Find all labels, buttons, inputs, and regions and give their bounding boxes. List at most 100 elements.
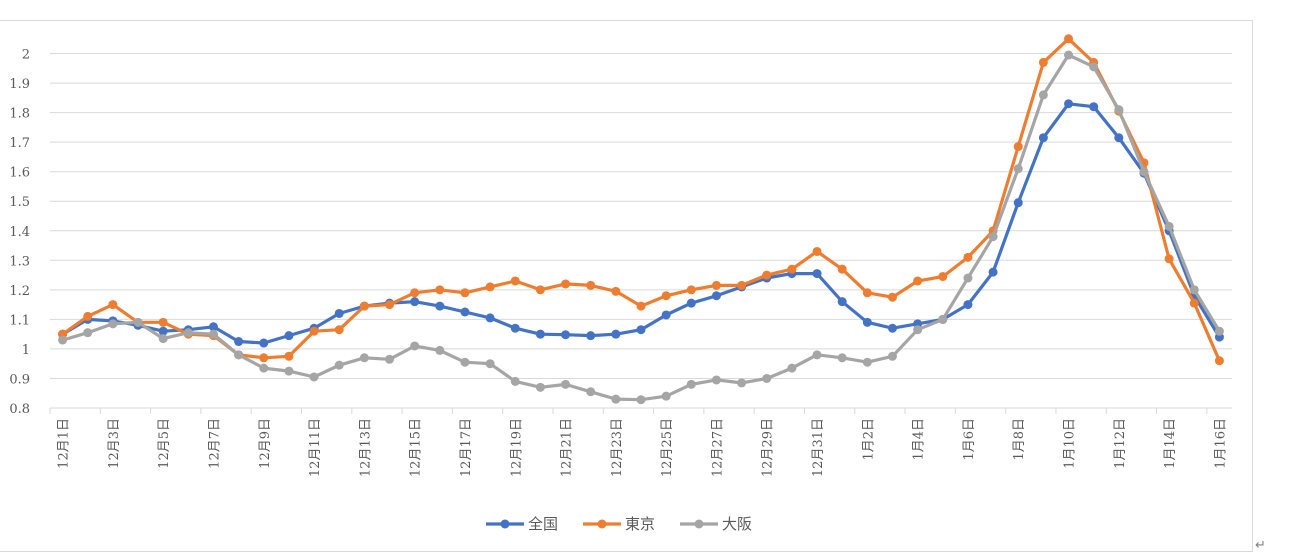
legend-item: 全国 bbox=[486, 515, 558, 533]
data-point bbox=[334, 360, 344, 370]
data-point bbox=[988, 232, 998, 242]
data-point bbox=[284, 351, 294, 361]
data-point bbox=[259, 338, 269, 348]
data-point bbox=[661, 391, 671, 401]
data-point bbox=[535, 285, 545, 295]
data-point bbox=[1013, 164, 1023, 174]
data-point bbox=[1164, 254, 1174, 264]
data-point bbox=[711, 375, 721, 385]
data-point bbox=[359, 353, 369, 363]
data-point bbox=[762, 270, 772, 280]
data-point bbox=[435, 345, 445, 355]
data-point bbox=[208, 329, 218, 339]
legend-label: 全国 bbox=[528, 515, 558, 533]
data-point bbox=[208, 322, 218, 332]
series-line bbox=[60, 53, 1222, 402]
data-point bbox=[510, 276, 520, 286]
data-point bbox=[1038, 90, 1048, 100]
data-point bbox=[837, 297, 847, 307]
data-point bbox=[661, 291, 671, 301]
y-tick-label: 1.3 bbox=[9, 254, 30, 269]
data-point bbox=[460, 307, 470, 317]
y-tick-label: 1.6 bbox=[9, 166, 30, 181]
legend-marker bbox=[694, 519, 704, 529]
data-point bbox=[837, 353, 847, 363]
data-point bbox=[510, 323, 520, 333]
data-point bbox=[133, 317, 143, 327]
data-point bbox=[284, 366, 294, 376]
data-point bbox=[435, 285, 445, 295]
data-point bbox=[963, 252, 973, 262]
x-tick-label: 1月12日 bbox=[1113, 418, 1128, 469]
x-tick-label: 12月3日 bbox=[107, 418, 122, 469]
data-point bbox=[636, 325, 646, 335]
data-point bbox=[510, 376, 520, 386]
data-point bbox=[711, 280, 721, 290]
legend: 全国 東京 大阪 bbox=[486, 515, 752, 533]
data-point bbox=[862, 288, 872, 298]
data-point bbox=[1139, 167, 1149, 177]
y-tick-label: 1.1 bbox=[9, 313, 30, 328]
data-point bbox=[686, 379, 696, 389]
data-point bbox=[988, 267, 998, 277]
data-point bbox=[1064, 34, 1074, 44]
x-tick-label: 12月19日 bbox=[509, 418, 524, 477]
x-tick-label: 1月2日 bbox=[861, 418, 876, 461]
data-point bbox=[410, 288, 420, 298]
data-point bbox=[938, 314, 948, 324]
data-point bbox=[1038, 133, 1048, 143]
data-point bbox=[586, 331, 596, 341]
legend-label: 東京 bbox=[625, 515, 655, 533]
legend-item: 大阪 bbox=[680, 515, 752, 533]
legend-item: 東京 bbox=[583, 515, 655, 533]
data-point bbox=[1114, 105, 1124, 115]
data-point bbox=[485, 313, 495, 323]
data-point bbox=[234, 350, 244, 360]
x-tick-label: 12月7日 bbox=[207, 418, 222, 469]
data-point bbox=[1089, 62, 1099, 72]
y-tick-label: 1.4 bbox=[9, 225, 30, 240]
data-point bbox=[711, 291, 721, 301]
frame-border-top bbox=[0, 20, 1252, 21]
data-point bbox=[359, 301, 369, 311]
x-tick-label: 1月14日 bbox=[1163, 418, 1178, 469]
x-tick-label: 12月29日 bbox=[761, 418, 776, 477]
x-tick-label: 12月5日 bbox=[157, 418, 172, 469]
data-point bbox=[158, 317, 168, 327]
data-point bbox=[1214, 326, 1224, 336]
x-tick-label: 12月23日 bbox=[610, 418, 625, 477]
series-lines bbox=[58, 34, 1224, 405]
data-point bbox=[259, 363, 269, 373]
data-point bbox=[887, 323, 897, 333]
data-point bbox=[535, 329, 545, 339]
x-tick-label: 1月8日 bbox=[1012, 418, 1027, 461]
x-tick-label: 1月16日 bbox=[1213, 418, 1228, 469]
data-point bbox=[183, 328, 193, 338]
data-point bbox=[561, 279, 571, 289]
data-point bbox=[762, 373, 772, 383]
chart-frame: 0.8 0.9 1 1.1 1.2 1.3 1.4 1.5 1.6 1.7 1.8 1.9 2 12月1… bbox=[0, 20, 1253, 552]
data-point bbox=[661, 310, 671, 320]
data-point bbox=[611, 394, 621, 404]
data-point bbox=[862, 317, 872, 327]
data-point bbox=[636, 395, 646, 405]
grid-lines bbox=[50, 53, 1232, 379]
x-tick-label: 12月21日 bbox=[560, 418, 575, 477]
data-point bbox=[938, 272, 948, 282]
y-tick-label: 0.8 bbox=[9, 402, 30, 417]
data-point bbox=[812, 350, 822, 360]
x-tick-label: 12月11日 bbox=[308, 418, 323, 477]
legend-marker bbox=[597, 519, 607, 529]
data-point bbox=[1013, 142, 1023, 152]
data-point bbox=[83, 328, 93, 338]
data-point bbox=[1089, 102, 1099, 112]
data-point bbox=[963, 273, 973, 283]
x-tick-label: 12月1日 bbox=[57, 418, 72, 469]
data-point bbox=[611, 286, 621, 296]
series-2 bbox=[58, 50, 1224, 405]
data-point bbox=[837, 264, 847, 274]
y-tick-label: 1.8 bbox=[9, 107, 30, 122]
data-point bbox=[686, 285, 696, 295]
x-tick-label: 12月25日 bbox=[660, 418, 675, 477]
data-point bbox=[1114, 133, 1124, 143]
